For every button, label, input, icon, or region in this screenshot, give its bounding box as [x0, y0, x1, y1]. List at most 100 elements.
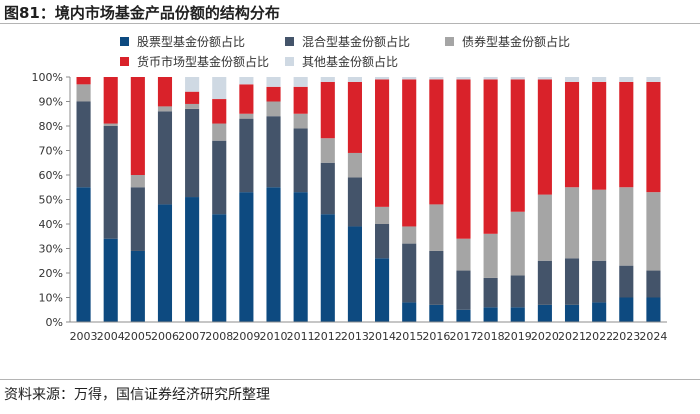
bar-segment-money-2012: [320, 81, 335, 139]
chart-legend: 股票型基金份额占比 混合型基金份额占比 债券型基金份额占比 货币市场型基金份额占…: [0, 0, 700, 80]
bar-segment-bond-2013: [347, 152, 362, 178]
bar-segment-bond-2010: [266, 101, 281, 117]
y-tick-label: 30%: [39, 243, 63, 256]
bar-segment-other-2007: [185, 77, 200, 92]
bar-segment-other-2014: [375, 77, 390, 80]
x-tick-label: 2012: [314, 330, 342, 343]
x-tick-label: 2005: [124, 330, 152, 343]
x-tick-label: 2023: [612, 330, 640, 343]
bar-segment-bond-2006: [157, 106, 173, 112]
bar-segment-mixed-2005: [130, 187, 145, 251]
legend-item-mixed: 混合型基金份额占比: [285, 33, 410, 50]
bar-segment-money-2021: [564, 81, 580, 188]
bar-segment-bond-2007: [185, 103, 200, 109]
bar-segment-other-2008: [212, 77, 227, 100]
legend-label-other: 其他基金份额占比: [302, 55, 399, 69]
bar-segment-mixed-2013: [347, 177, 362, 227]
bar-segment-bond-2014: [375, 206, 390, 224]
y-tick-label: 50%: [39, 194, 63, 207]
y-tick-label: 90%: [39, 96, 63, 109]
x-tick-label: 2018: [477, 330, 505, 343]
bar-segment-money-2005: [130, 77, 145, 175]
bar-segment-money-2020: [537, 79, 552, 195]
x-tick-label: 2021: [558, 330, 586, 343]
legend-swatch-mixed: [285, 37, 294, 46]
bar-segment-bond-2005: [130, 175, 145, 188]
x-tick-label: 2006: [151, 330, 179, 343]
bar-segment-mixed-2003: [76, 101, 91, 188]
bar-segment-mixed-2020: [537, 260, 552, 305]
bar-segment-mixed-2016: [429, 250, 444, 305]
bar-segment-mixed-2008: [212, 140, 227, 215]
legend-label-stock: 股票型基金份额占比: [137, 35, 246, 49]
bar-segment-stock-2004: [103, 238, 118, 322]
bar-segment-money-2015: [402, 79, 417, 227]
x-tick-label: 2015: [395, 330, 423, 343]
bar-segment-other-2009: [239, 77, 254, 85]
bar-segment-money-2023: [619, 81, 634, 188]
bar-segment-other-2010: [266, 77, 281, 87]
bar-segment-other-2022: [592, 77, 607, 82]
bar-segment-stock-2024: [646, 297, 661, 322]
legend-swatch-other: [285, 57, 294, 66]
bar-segment-bond-2011: [293, 113, 308, 129]
bar-segment-bond-2015: [402, 226, 417, 244]
bar-segment-stock-2011: [293, 192, 308, 322]
bar-segment-other-2011: [293, 77, 308, 87]
bar-segment-money-2006: [157, 77, 173, 107]
legend-item-money: 货币市场型基金份额占比: [120, 53, 269, 70]
bar-segment-mixed-2023: [619, 265, 634, 298]
bar-segment-bond-2020: [537, 194, 552, 261]
legend-swatch-stock: [120, 37, 129, 46]
bar-segment-stock-2021: [564, 304, 580, 322]
y-tick-label: 10%: [39, 292, 63, 305]
x-tick-label: 2011: [287, 330, 315, 343]
x-tick-label: 2008: [205, 330, 233, 343]
bar-segment-money-2014: [375, 79, 390, 207]
legend-item-bond: 债券型基金份额占比: [445, 33, 570, 50]
y-tick-label: 20%: [39, 267, 63, 280]
bar-segment-mixed-2010: [266, 116, 281, 188]
bar-segment-mixed-2022: [592, 260, 607, 303]
y-tick-label: 0%: [46, 316, 63, 329]
legend-label-money: 货币市场型基金份额占比: [137, 55, 270, 69]
bar-segment-other-2018: [483, 77, 498, 80]
bar-segment-stock-2003: [76, 187, 91, 322]
chart-title: 图81：境内市场基金产品份额的结构分布: [4, 4, 280, 22]
x-tick-label: 2004: [97, 330, 125, 343]
bar-segment-stock-2014: [375, 258, 390, 322]
bar-segment-bond-2017: [456, 238, 471, 271]
legend-swatch-money: [120, 57, 129, 66]
bar-segment-bond-2021: [564, 187, 580, 259]
bar-segment-mixed-2024: [646, 270, 661, 298]
bar-segment-money-2003: [76, 77, 91, 85]
bar-segment-stock-2023: [619, 297, 634, 322]
bar-segment-bond-2016: [429, 204, 444, 251]
y-tick-label: 40%: [39, 218, 63, 231]
bar-segment-money-2008: [212, 99, 227, 124]
bar-segment-stock-2015: [402, 302, 417, 322]
bar-segment-bond-2019: [510, 211, 525, 276]
bar-segment-money-2004: [103, 77, 118, 124]
bar-segment-stock-2016: [429, 304, 444, 322]
bar-segment-other-2024: [646, 77, 661, 82]
bar-segment-money-2017: [456, 79, 471, 239]
bar-segment-mixed-2021: [564, 258, 580, 305]
bar-segment-money-2009: [239, 84, 254, 114]
x-tick-label: 2003: [70, 330, 98, 343]
bar-segment-stock-2017: [456, 309, 471, 322]
bar-segment-stock-2006: [157, 204, 173, 322]
legend-swatch-bond: [445, 37, 454, 46]
bar-segment-money-2016: [429, 79, 444, 205]
bar-segment-money-2007: [185, 91, 200, 104]
source-note: 资料来源：万得，国信证券经济研究所整理: [4, 387, 270, 403]
bar-segment-money-2013: [347, 81, 362, 153]
bar-segment-money-2024: [646, 81, 661, 193]
bar-segment-stock-2018: [483, 307, 498, 322]
bar-segment-other-2019: [510, 77, 525, 80]
bar-segment-bond-2024: [646, 192, 661, 271]
bar-segment-stock-2019: [510, 307, 525, 322]
bar-segment-mixed-2012: [320, 162, 335, 215]
bar-segment-stock-2022: [592, 302, 607, 322]
